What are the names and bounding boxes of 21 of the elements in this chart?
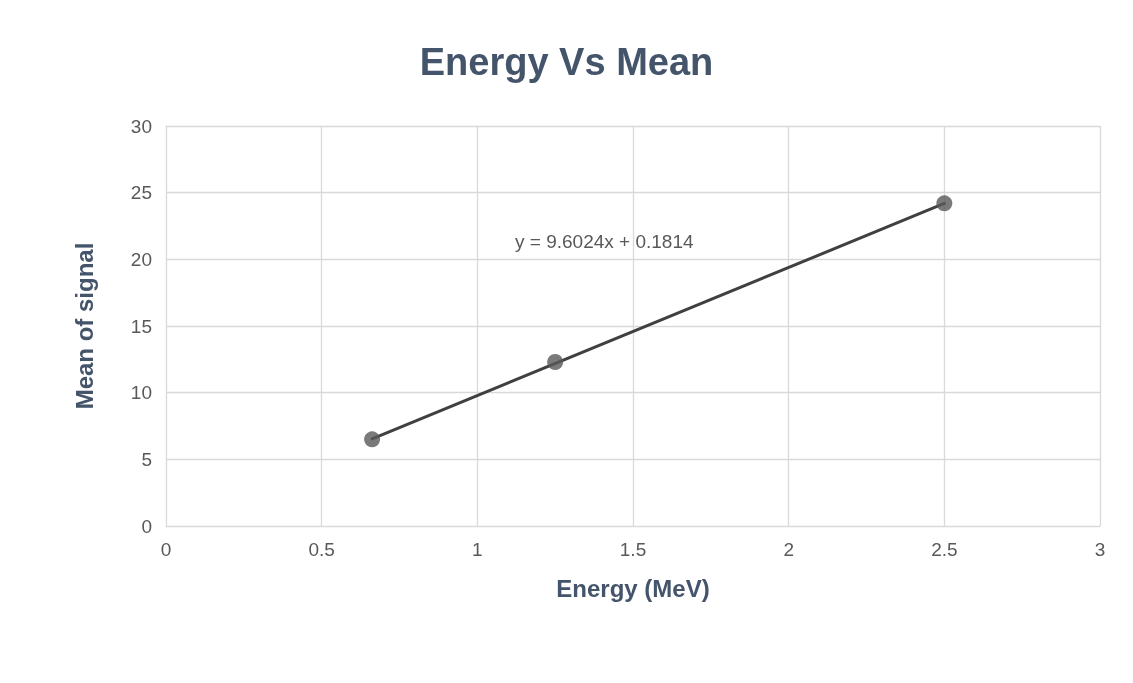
x-tick-label: 2.5	[931, 539, 958, 560]
y-tick-label: 10	[130, 382, 152, 404]
x-axis-title: Energy (MeV)	[556, 574, 710, 602]
y-tick-label: 15	[130, 315, 152, 337]
x-tick-label: 2	[783, 539, 794, 560]
annotation: y = 9.6024x + 0.1814	[515, 231, 694, 252]
point	[364, 431, 381, 448]
point	[936, 195, 953, 212]
x-tick-label: 1.5	[619, 539, 647, 560]
y-tick-label: 20	[130, 248, 152, 270]
chart-title: Energy Vs Mean	[419, 41, 714, 83]
x-tick-label: 1	[472, 539, 483, 560]
y-axis-title: Mean of signal	[70, 242, 98, 410]
y-tick-label: 25	[130, 182, 152, 204]
y-tick-label: 30	[130, 115, 152, 137]
x-tick-label: 0.5	[308, 539, 335, 560]
point	[547, 354, 564, 370]
y-tick-label: 5	[141, 448, 152, 470]
y-tick-label: 0	[141, 515, 152, 537]
x-tick-label: 0	[160, 539, 172, 560]
x-tick-label: 3	[1094, 539, 1106, 560]
